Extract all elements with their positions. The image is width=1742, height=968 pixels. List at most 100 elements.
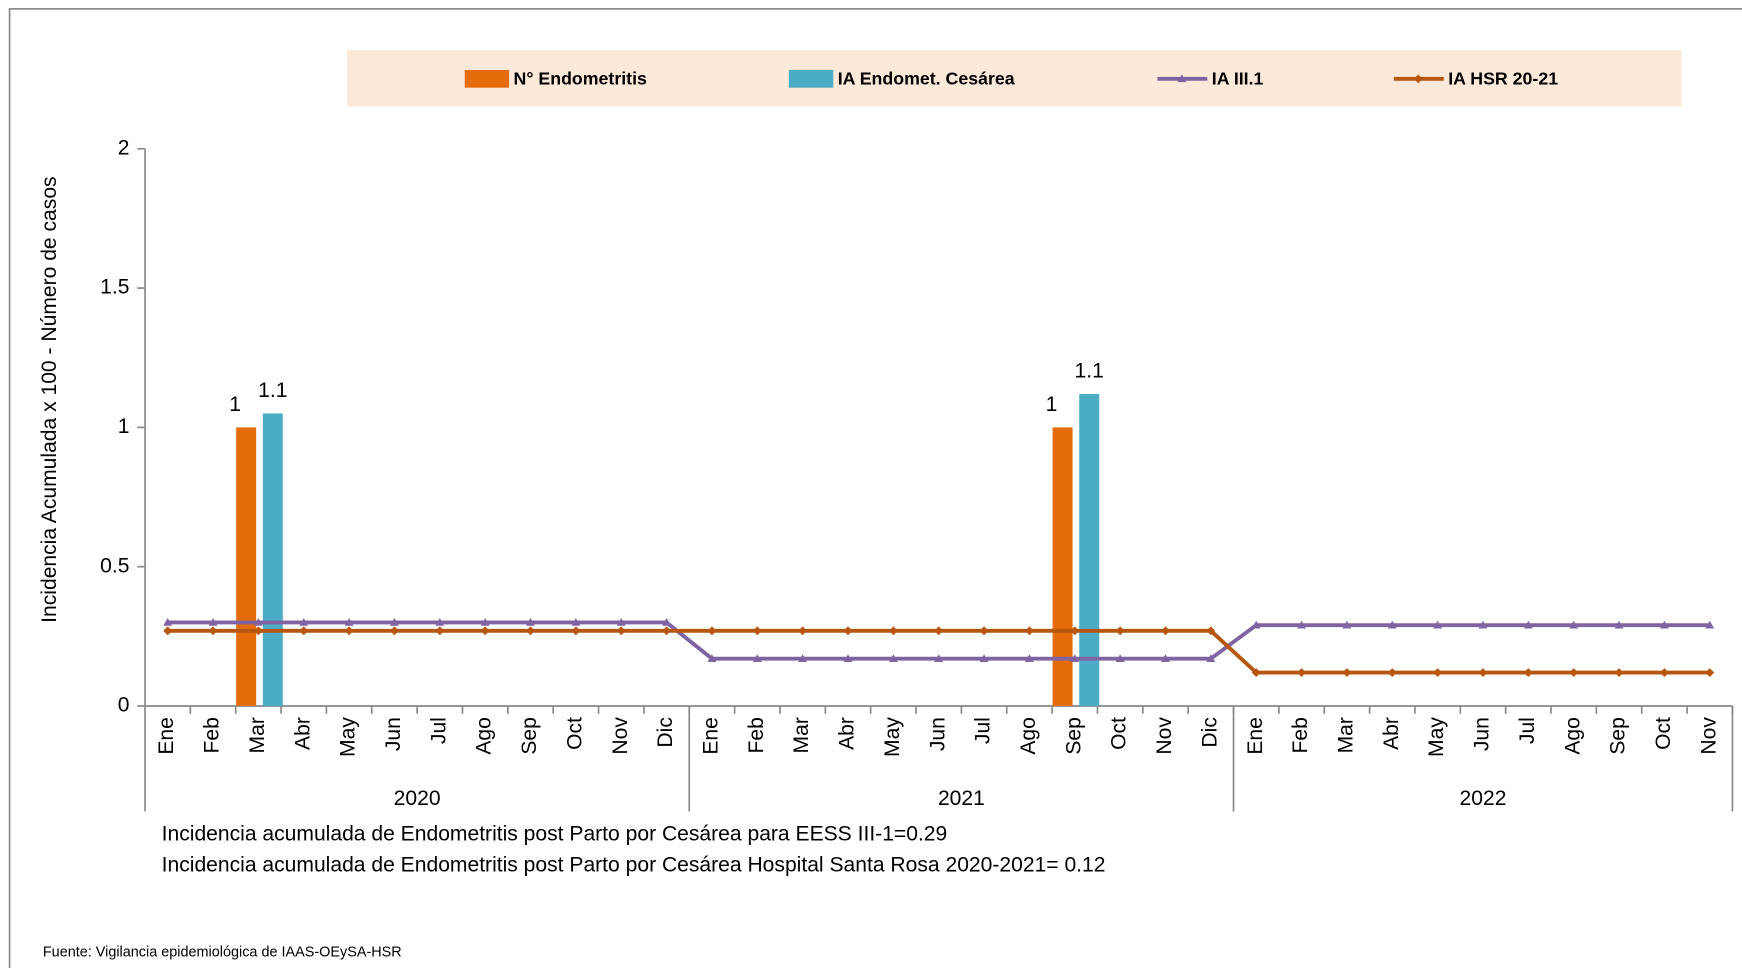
x-tick-label: Jul [1516, 717, 1539, 744]
marker [208, 626, 218, 636]
marker [1070, 654, 1080, 662]
marker [752, 626, 762, 636]
x-tick-label: May [1425, 717, 1448, 757]
x-tick-label: Dic [654, 717, 677, 747]
group-label: 2020 [394, 787, 441, 810]
marker [662, 617, 672, 626]
marker [1659, 668, 1669, 678]
x-tick-label: Ene [1244, 717, 1267, 755]
marker [934, 626, 944, 636]
marker [888, 626, 898, 636]
x-tick-label: Oct [1652, 717, 1675, 750]
x-tick-label: Ago [1561, 717, 1584, 755]
marker [1523, 620, 1533, 629]
marker [163, 617, 173, 626]
x-tick-label: Abr [291, 717, 314, 750]
marker [752, 654, 762, 662]
note: Incidencia acumulada de Endometritis pos… [162, 822, 948, 845]
legend-label: IA HSR 20-21 [1448, 69, 1558, 89]
marker [1342, 620, 1352, 629]
x-tick-label: Feb [1289, 717, 1312, 753]
data-label: 1 [1046, 393, 1058, 416]
y-tick-label: 0.5 [100, 554, 129, 577]
marker [1569, 668, 1579, 678]
x-tick-label: Jul [972, 717, 995, 744]
marker [480, 626, 490, 636]
x-tick-label: Ago [1017, 717, 1040, 755]
marker [1115, 654, 1125, 662]
x-tick-label: Oct [563, 717, 586, 750]
x-tick-label: Mar [790, 717, 813, 753]
x-tick-label: Nov [609, 717, 632, 755]
bar [262, 413, 283, 707]
marker [571, 617, 581, 626]
legend-marker [1413, 74, 1423, 84]
marker [435, 626, 445, 636]
marker [888, 654, 898, 662]
marker [1659, 620, 1669, 629]
legend-box [347, 49, 1682, 107]
marker [480, 617, 490, 626]
marker [707, 654, 717, 662]
x-tick-label: Jun [1471, 717, 1494, 751]
marker [299, 617, 309, 626]
bar [236, 427, 257, 707]
marker [344, 617, 354, 626]
x-tick-label: Abr [836, 717, 859, 750]
data-label: 1.1 [258, 379, 287, 402]
marker [1024, 654, 1034, 662]
marker [1297, 620, 1306, 629]
y-tick-label: 1.5 [100, 276, 129, 299]
marker [1478, 620, 1488, 629]
marker [163, 626, 173, 636]
x-tick-label: May [881, 717, 904, 757]
marker [253, 626, 263, 636]
marker [798, 654, 808, 662]
legend-label: N° Endometritis [514, 69, 647, 89]
data-label: 1 [229, 393, 241, 416]
marker [707, 626, 717, 636]
marker [843, 626, 853, 636]
marker [1387, 620, 1397, 629]
marker [662, 626, 672, 636]
marker [435, 617, 445, 626]
data-label: 1.1 [1075, 359, 1104, 382]
marker [934, 654, 944, 662]
marker [1523, 668, 1533, 678]
x-tick-label: Mar [246, 717, 269, 753]
marker [1024, 626, 1034, 636]
x-tick-label: Jun [382, 717, 405, 751]
marker [1387, 668, 1397, 678]
marker [979, 626, 989, 636]
x-tick-label: Nov [1153, 717, 1176, 755]
marker [390, 617, 399, 626]
marker [1705, 668, 1715, 678]
marker [1297, 668, 1306, 678]
marker [1614, 668, 1624, 678]
group-label: 2022 [1460, 787, 1507, 810]
marker [299, 626, 309, 636]
bar [1052, 427, 1073, 707]
x-tick-label: Feb [201, 717, 224, 753]
y-tick-label: 0 [118, 694, 130, 717]
legend-swatch [788, 69, 834, 88]
legend-swatch [464, 69, 510, 88]
marker [798, 626, 808, 636]
marker [1070, 626, 1080, 636]
x-tick-label: Sep [1607, 717, 1630, 755]
legend-marker [1177, 74, 1187, 83]
marker [1433, 620, 1443, 629]
marker [1115, 626, 1125, 636]
x-tick-label: May [337, 717, 360, 757]
marker [1478, 668, 1488, 678]
marker [979, 654, 989, 662]
marker [1342, 668, 1352, 678]
x-tick-label: Mar [1334, 717, 1357, 753]
x-tick-label: Jun [926, 717, 949, 751]
marker [208, 617, 218, 626]
chart-border [8, 8, 1742, 968]
y-axis-title: Incidencia Acumulada x 100 - Número de c… [38, 176, 61, 622]
marker [1569, 620, 1579, 629]
marker [1206, 654, 1216, 662]
